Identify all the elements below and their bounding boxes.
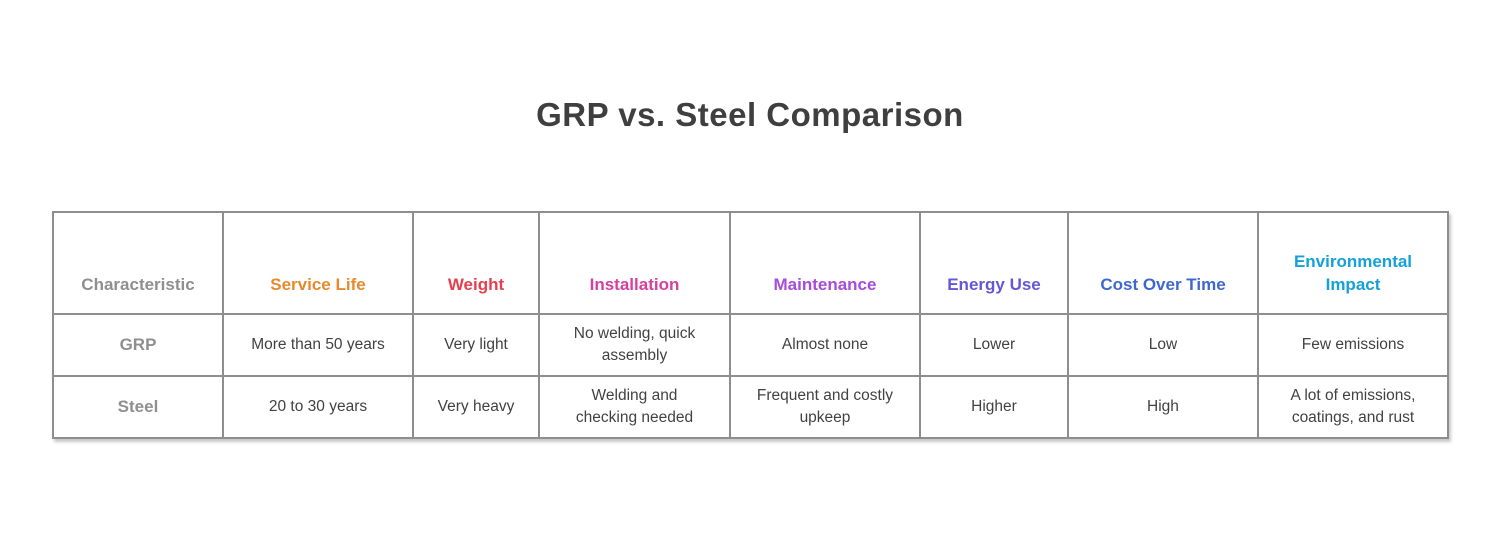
row-label: GRP <box>52 313 224 377</box>
column-header: Weight <box>412 211 540 315</box>
table-cell: Higher <box>919 375 1069 439</box>
column-header: Maintenance <box>729 211 921 315</box>
table-cell: Very heavy <box>412 375 540 439</box>
table-cell: Frequent and costly upkeep <box>729 375 921 439</box>
column-header: Characteristic <box>52 211 224 315</box>
table-cell: Low <box>1067 313 1259 377</box>
row-label: Steel <box>52 375 224 439</box>
table-cell: Very light <box>412 313 540 377</box>
header-row: Characteristic Service Life Weight Installa… <box>52 211 1449 315</box>
table-row: GRP More than 50 years Very light No weldin… <box>52 313 1449 377</box>
table-row: Steel 20 to 30 years Very heavy Welding and… <box>52 375 1449 439</box>
table-cell: High <box>1067 375 1259 439</box>
table-cell: Few emissions <box>1257 313 1449 377</box>
comparison-table: Characteristic Service Life Weight Installa… <box>52 211 1449 439</box>
column-header: Cost Over Time <box>1067 211 1259 315</box>
column-header: Installation <box>538 211 731 315</box>
column-header: Service Life <box>222 211 414 315</box>
column-header: Energy Use <box>919 211 1069 315</box>
table-cell: No welding, quick assembly <box>538 313 731 377</box>
table-cell: 20 to 30 years <box>222 375 414 439</box>
table-cell: A lot of emissions, coatings, and rust <box>1257 375 1449 439</box>
page-title: GRP vs. Steel Comparison <box>536 96 964 133</box>
table-cell: More than 50 years <box>222 313 414 377</box>
column-header: Environmental Impact <box>1257 211 1449 315</box>
table-cell: Lower <box>919 313 1069 377</box>
table-cell: Welding and checking needed <box>538 375 731 439</box>
table-cell: Almost none <box>729 313 921 377</box>
